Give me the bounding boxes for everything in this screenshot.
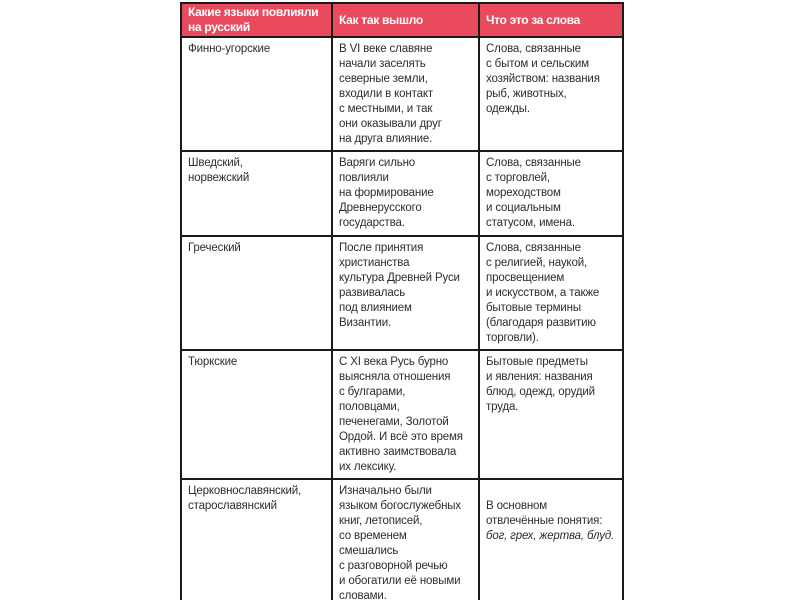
cell-language: Финно-угорские	[180, 36, 333, 152]
cell-words-text: В основном отвлечённые понятия:	[486, 500, 603, 527]
column-header-words: Что это за слова	[478, 2, 624, 38]
cell-words: Бытовые предметы и явления: названия блю…	[478, 349, 624, 480]
cell-language: Тюркские	[180, 349, 333, 480]
languages-influence-table-wrap: Какие языки повлияли на русский Как так …	[180, 2, 624, 600]
cell-how: С XI века Русь бурно выясняла отношения …	[331, 349, 480, 480]
cell-how: Варяги сильно повлияли на формирование Д…	[331, 150, 480, 237]
cell-how: В VI веке славяне начали заселять северн…	[331, 36, 480, 152]
column-header-how: Как так вышло	[331, 2, 480, 38]
cell-how: После принятия христианства культура Дре…	[331, 235, 480, 351]
cell-language: Церковнославянский, старославянский	[180, 478, 333, 600]
cell-words: Слова, связанные с бытом и сельским хозя…	[478, 36, 624, 152]
cell-language: Шведский, норвежский	[180, 150, 333, 237]
cell-language: Греческий	[180, 235, 333, 351]
languages-influence-table: Какие языки повлияли на русский Как так …	[180, 2, 624, 600]
table-row-turkic: Тюркские С XI века Русь бурно выясняла о…	[180, 349, 624, 480]
cell-how: Изначально были языком богослужебных кни…	[331, 478, 480, 600]
table-row-swedish-norwegian: Шведский, норвежский Варяги сильно повли…	[180, 150, 624, 237]
cell-words: Слова, связанные с торговлей, мореходств…	[478, 150, 624, 237]
table-row-finno-ugric: Финно-угорские В VI веке славяне начали …	[180, 36, 624, 152]
column-header-languages: Какие языки повлияли на русский	[180, 2, 333, 38]
cell-words: Слова, связанные с религией, наукой, про…	[478, 235, 624, 351]
table-row-church-slavonic: Церковнославянский, старославянский Изна…	[180, 478, 624, 600]
cell-words: В основном отвлечённые понятия: бог, грех…	[478, 478, 624, 600]
header-row: Какие языки повлияли на русский Как так …	[180, 2, 624, 38]
cell-words-examples-italic: бог, грех, жертва, блуд.	[486, 530, 615, 542]
table-row-greek: Греческий После принятия христианства ку…	[180, 235, 624, 351]
